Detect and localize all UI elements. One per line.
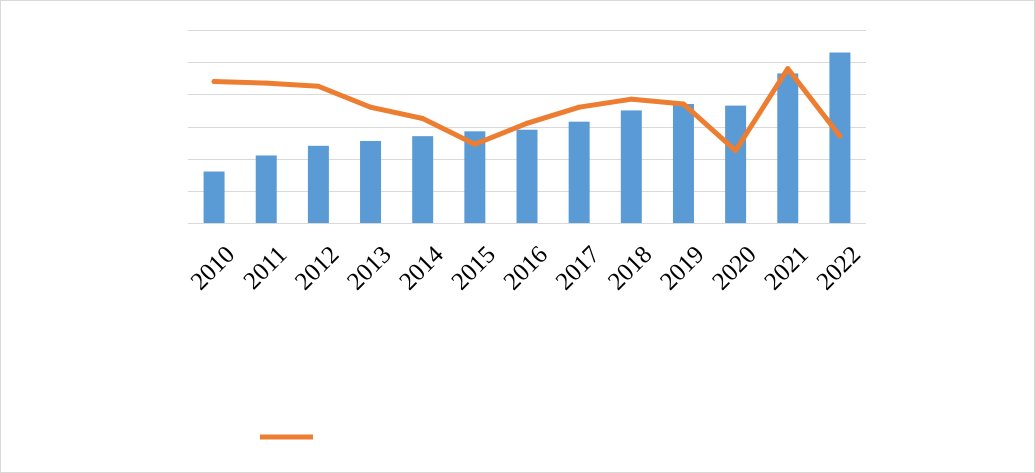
bar-2011 <box>255 155 277 223</box>
bar-2016 <box>516 129 538 223</box>
line-point-2020 <box>733 148 739 154</box>
bar-2021 <box>777 73 799 223</box>
x-tick-label-2015: 2015 <box>447 241 501 295</box>
line-point-2012 <box>315 83 321 89</box>
x-axis-tick-labels: 2010201120122013201420152016201720182019… <box>186 241 866 296</box>
line-point-2022 <box>837 133 843 139</box>
x-tick-label-2012: 2012 <box>290 241 344 295</box>
x-tick-label-2017: 2017 <box>551 241 605 295</box>
x-tick-label-2021: 2021 <box>759 241 813 295</box>
bar-2019 <box>672 103 694 223</box>
x-tick-label-2019: 2019 <box>655 241 709 295</box>
line-point-2014 <box>420 115 426 121</box>
x-tick-label-2014: 2014 <box>394 241 449 296</box>
bar-2015 <box>464 131 486 223</box>
gridlines <box>188 30 866 224</box>
bar-series <box>203 52 851 224</box>
line-point-2013 <box>368 104 374 110</box>
line-point-2016 <box>524 120 530 126</box>
x-tick-label-2010: 2010 <box>186 241 240 295</box>
x-tick-label-2018: 2018 <box>603 241 657 295</box>
line-point-2017 <box>576 104 582 110</box>
bar-2010 <box>203 171 225 223</box>
bar-2014 <box>412 136 434 223</box>
line-point-2010 <box>211 78 217 84</box>
line-point-2021 <box>785 66 791 72</box>
line-series <box>211 66 843 154</box>
line-point-2011 <box>263 80 269 86</box>
x-tick-label-2022: 2022 <box>812 241 866 295</box>
bar-2020 <box>725 105 747 223</box>
bar-2013 <box>360 140 382 223</box>
line-point-2015 <box>472 141 478 147</box>
x-tick-label-2016: 2016 <box>499 241 553 295</box>
x-tick-label-2011: 2011 <box>239 241 293 295</box>
x-tick-label-2013: 2013 <box>342 241 396 295</box>
bar-2017 <box>568 121 590 223</box>
line-point-2019 <box>680 101 686 107</box>
bar-2012 <box>307 145 329 223</box>
x-tick-label-2020: 2020 <box>707 241 761 295</box>
line-point-2018 <box>628 96 634 102</box>
bar-2018 <box>620 110 642 223</box>
